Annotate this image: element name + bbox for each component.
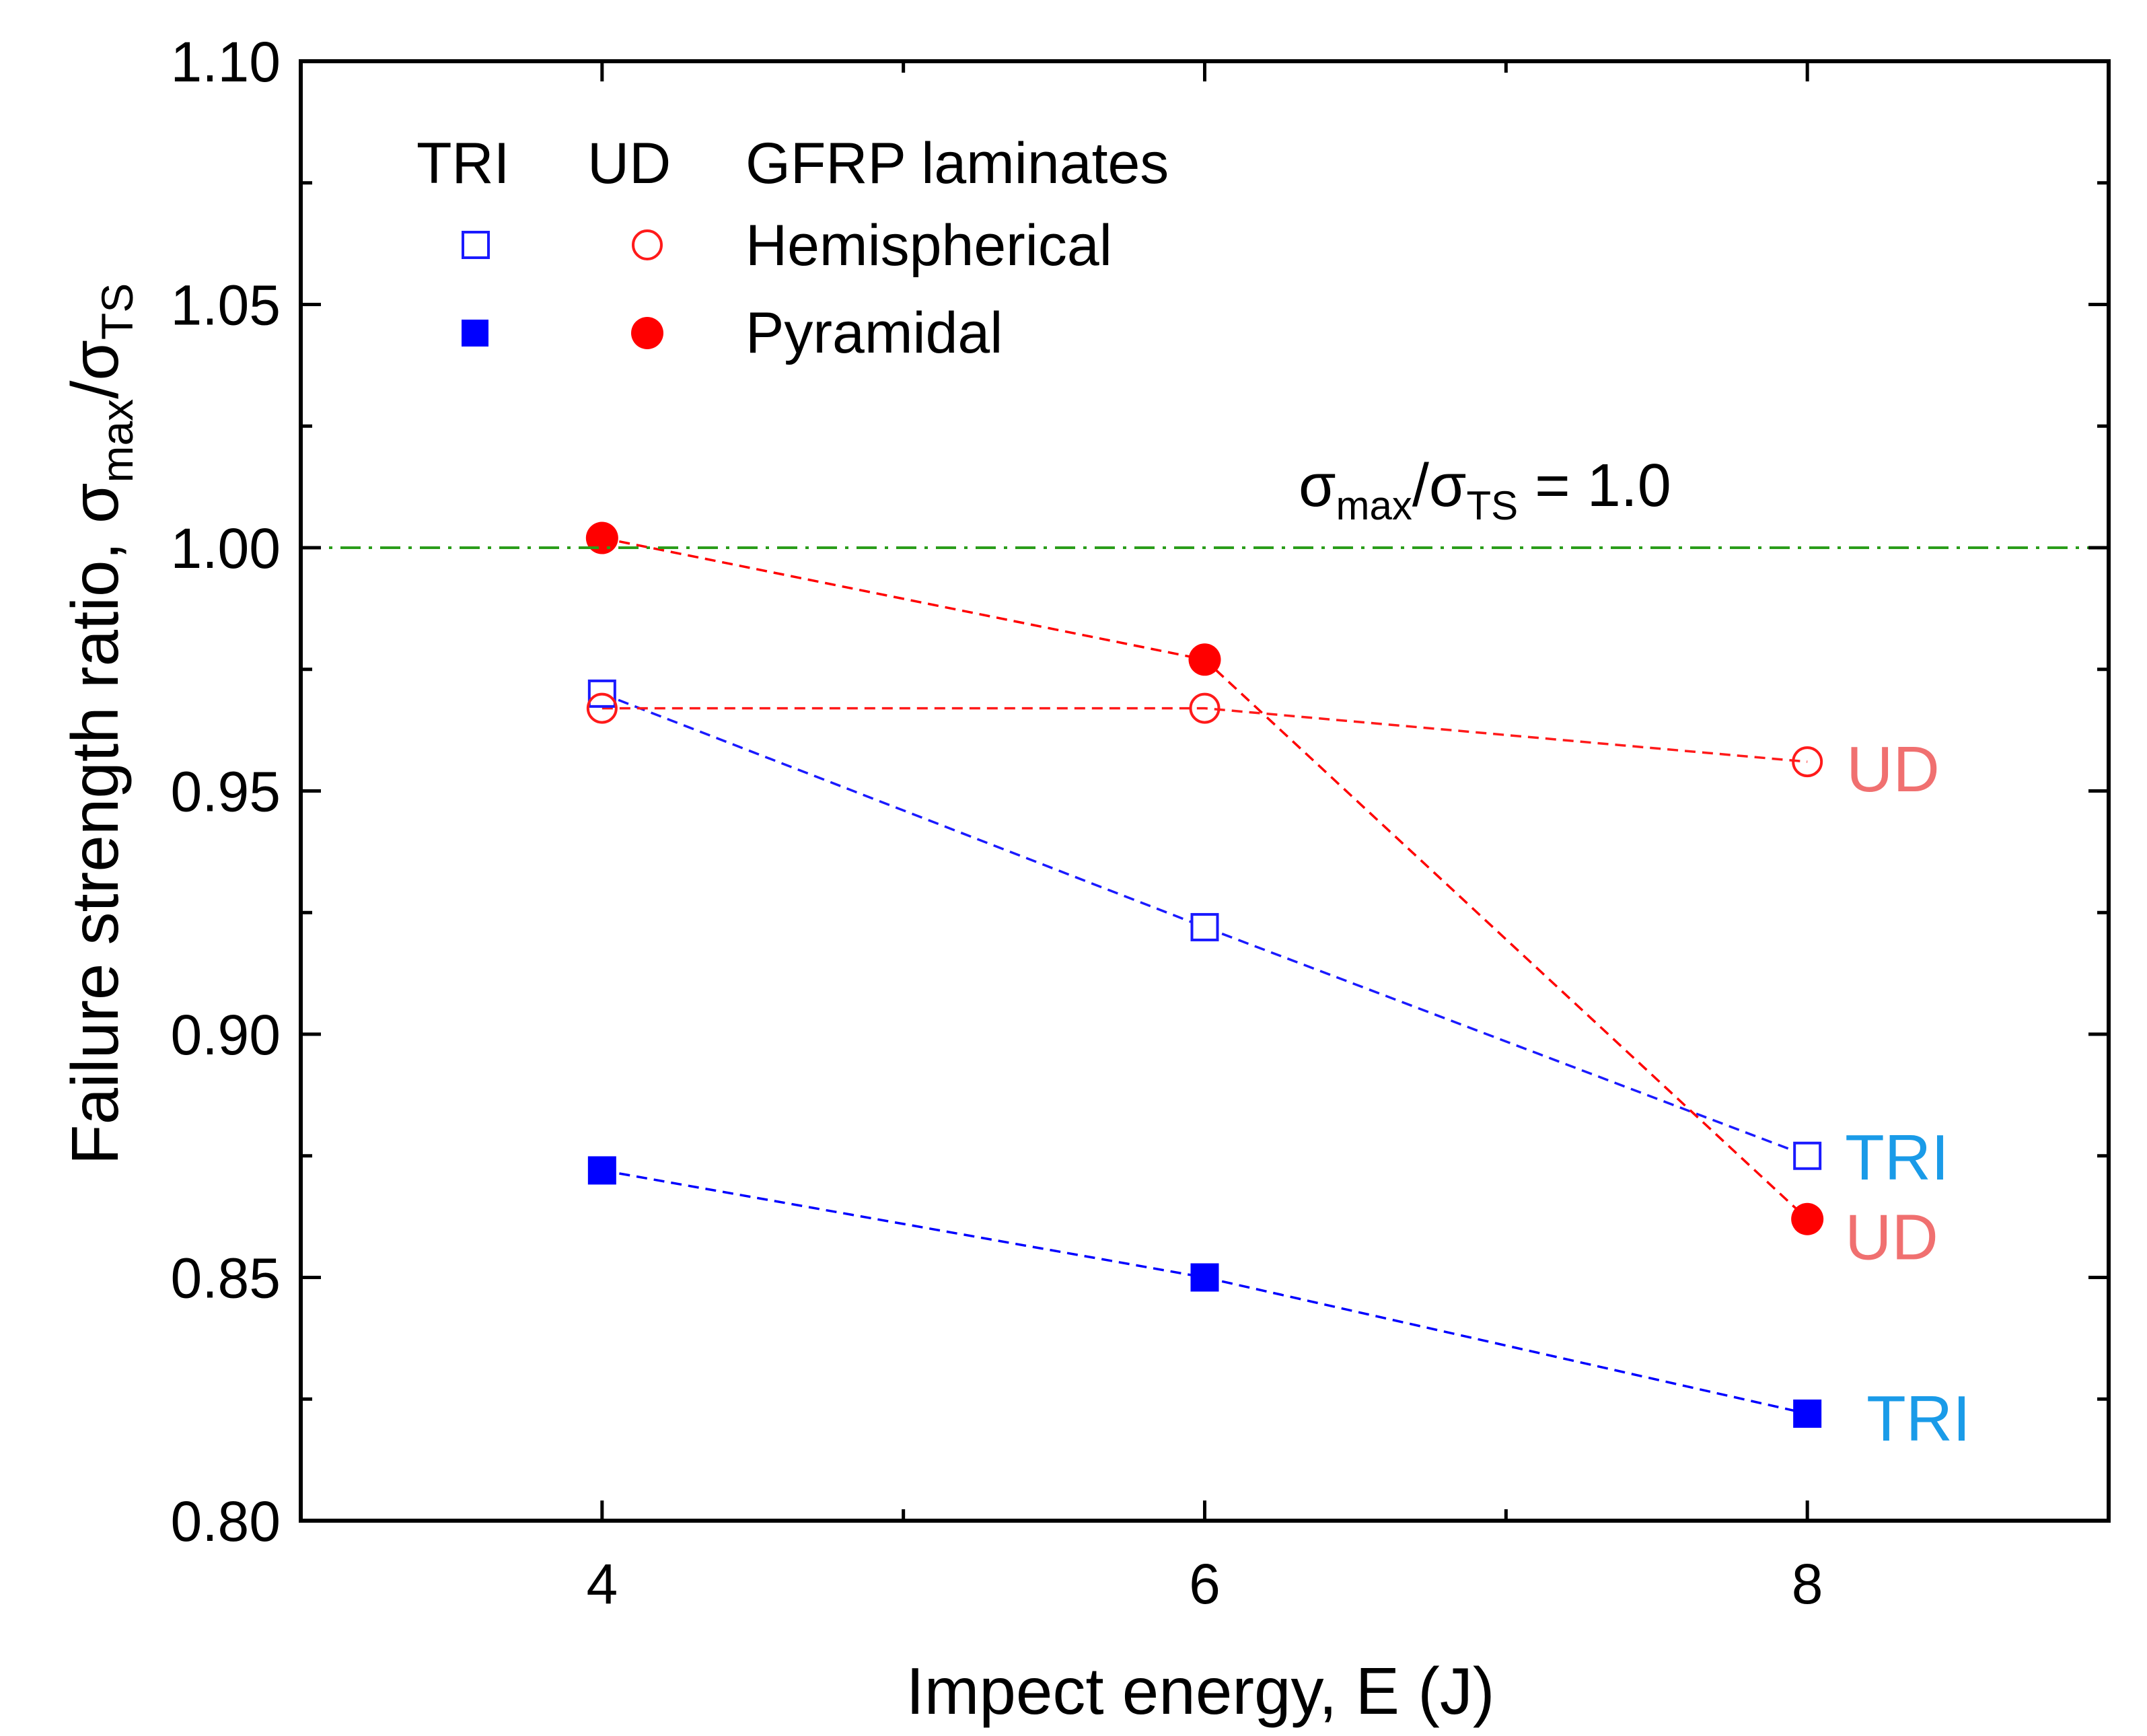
ud-hemispherical-point xyxy=(1189,692,1221,724)
ud-pyramidal-end-label: UD xyxy=(1845,1202,1938,1274)
y-tick-label: 0.95 xyxy=(171,760,281,824)
reference-line-label: σmax/σTS = 1.0 xyxy=(1299,452,1671,528)
x-tick-label: 8 xyxy=(1792,1552,1823,1616)
tri-pyramidal-point xyxy=(587,1156,616,1185)
ud-hemispherical-line xyxy=(602,707,1808,763)
y-axis-title-slash: / xyxy=(58,380,132,399)
tri-pyramidal-point xyxy=(1190,1263,1219,1292)
y-tick-label: 0.85 xyxy=(171,1247,281,1310)
y-axis-title-sub-max: max xyxy=(92,399,142,483)
y-tick-label: 1.00 xyxy=(171,517,281,580)
ud-pyramidal-point xyxy=(1791,1202,1824,1235)
y-tick-label: 0.80 xyxy=(171,1490,281,1553)
ud-hemispherical-point xyxy=(1792,746,1823,778)
y-tick-label: 1.05 xyxy=(171,274,281,337)
ref-label-value: = 1.0 xyxy=(1518,452,1671,519)
legend-tri-hemispherical-marker xyxy=(462,231,490,259)
ref-label-sub-ts: TS xyxy=(1466,483,1518,528)
y-axis-title-sigma-num: σ xyxy=(58,483,132,523)
tri-pyramidal-point xyxy=(1793,1399,1822,1428)
legend-tri-pyramidal-marker xyxy=(462,320,488,347)
legend-col-tri: TRI xyxy=(416,131,510,196)
tri-pyramidal-line xyxy=(602,1169,1808,1415)
ref-label-sigma-den: σ xyxy=(1429,452,1467,519)
legend-col-ud: UD xyxy=(587,131,671,196)
y-axis-title-sub-ts: TS xyxy=(92,283,142,340)
tri-hemispherical-point xyxy=(1190,912,1219,941)
end-label-layer: TRI TRI UD UD xyxy=(1845,733,1971,1455)
legend-ud-hemispherical-marker xyxy=(632,229,663,260)
x-tick-label: 4 xyxy=(586,1552,618,1616)
series-layer xyxy=(585,521,1824,1428)
ud-pyramidal-point xyxy=(585,521,618,554)
ref-label-sigma-num: σ xyxy=(1299,452,1336,519)
y-tick-label: 0.90 xyxy=(171,1003,281,1066)
tick-label-layer: 0.80 0.85 0.90 0.95 1.00 1.05 1.10 4 6 8 xyxy=(171,30,1823,1616)
legend-row-hemispherical: Hemispherical xyxy=(745,213,1112,278)
ud-pyramidal-point xyxy=(1188,643,1221,676)
y-axis-title: Failure strength ratio, σmax/σTS xyxy=(58,283,142,1165)
tri-hemispherical-point xyxy=(1793,1141,1822,1170)
tri-hemispherical-line xyxy=(602,692,1808,1157)
ud-hemispherical-point xyxy=(586,692,618,724)
legend-row-pyramidal: Pyramidal xyxy=(745,301,1003,365)
plot-frame xyxy=(299,59,2111,1523)
tri-hemispherical-point xyxy=(587,679,616,708)
legend-title: GFRP laminates xyxy=(745,131,1169,196)
tri-pyramidal-end-label: TRI xyxy=(1866,1383,1971,1455)
y-axis-title-sigma-den: σ xyxy=(58,340,132,380)
y-axis-title-prefix: Failure strength ratio, xyxy=(58,523,132,1165)
ref-label-slash: / xyxy=(1412,452,1429,519)
legend: TRI UD GFRP laminates Hemispherical Pyra… xyxy=(416,131,1169,365)
x-tick-label: 6 xyxy=(1189,1552,1221,1616)
y-tick-label: 1.10 xyxy=(171,30,281,94)
tri-hemispherical-end-label: TRI xyxy=(1845,1122,1949,1194)
ref-label-sub-max: max xyxy=(1336,483,1412,528)
ud-hemispherical-end-label: UD xyxy=(1846,733,1940,805)
x-axis-title: Impect energy, E (J) xyxy=(906,1654,1494,1728)
legend-ud-pyramidal-marker xyxy=(631,317,663,349)
